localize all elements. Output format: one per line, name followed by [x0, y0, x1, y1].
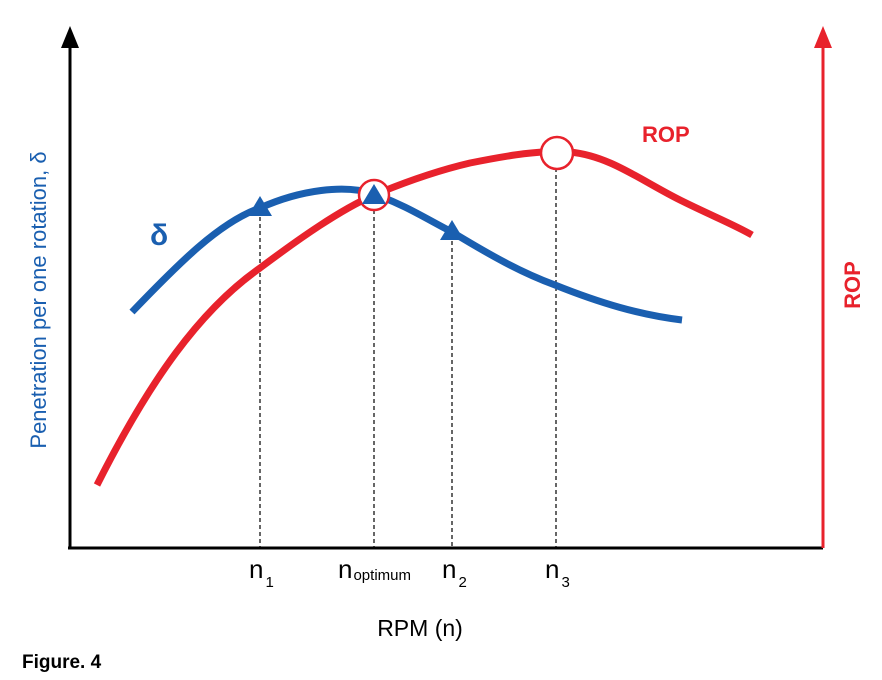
guide-lines — [259, 168, 557, 548]
rop-curve-label: ROP — [642, 122, 690, 147]
tick-nopt: noptimum — [338, 554, 411, 584]
y-axis-label: Penetration per one rotation, δ — [26, 151, 51, 448]
figure-caption: Figure. 4 — [22, 652, 102, 673]
n2-triangle-marker — [440, 220, 464, 240]
delta-label: δ — [150, 219, 168, 252]
right-axis — [814, 26, 832, 548]
rop-curve — [93, 148, 754, 487]
n1-triangle-marker — [248, 196, 272, 216]
nopt-triangle-marker — [362, 184, 386, 204]
x-axis-label: RPM (n) — [377, 615, 463, 641]
delta-curve — [129, 185, 683, 324]
right-axis-label: ROP — [840, 261, 865, 309]
n3-circle-marker — [539, 135, 575, 171]
left-axis — [61, 26, 79, 548]
